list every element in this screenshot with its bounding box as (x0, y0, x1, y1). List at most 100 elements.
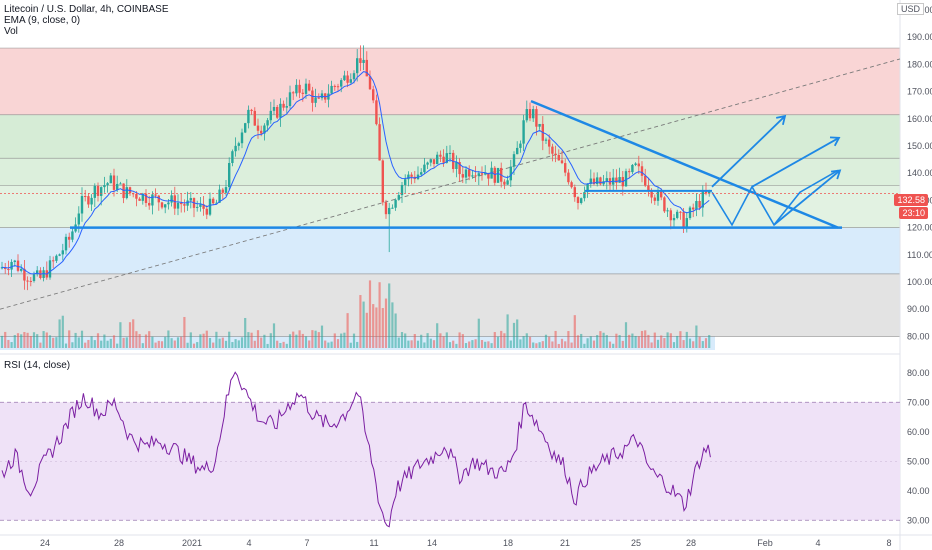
candle-body (692, 207, 695, 210)
volume-bar (260, 337, 263, 348)
volume-bar (327, 342, 330, 348)
candle-body (285, 106, 288, 108)
candle-body (695, 200, 698, 210)
volume-bar (496, 336, 500, 348)
volume-bar (413, 334, 416, 348)
volume-bar (221, 337, 224, 348)
fib-zone-4 (0, 227, 900, 274)
volume-bar (352, 333, 356, 348)
volume-bar (29, 336, 32, 348)
volume-bar (685, 331, 688, 348)
volume-bar (141, 343, 144, 348)
candle-body (637, 163, 640, 167)
candle-body (263, 125, 266, 134)
currency-label[interactable]: USD (896, 3, 924, 15)
fib-zone-2 (0, 158, 900, 186)
candle-body (487, 173, 490, 179)
volume-bar (477, 318, 480, 348)
time-tick-label: 11 (369, 538, 378, 548)
volume-bar (119, 322, 122, 348)
candle-body (407, 174, 410, 180)
candle-body (295, 84, 298, 94)
candle-body (167, 202, 170, 205)
volume-bar (349, 342, 352, 348)
volume-bar (333, 333, 336, 348)
candle-body (538, 123, 541, 127)
volume-bar (20, 334, 23, 348)
candle-body (548, 139, 551, 147)
volume-bar (500, 330, 503, 348)
candle-body (647, 185, 650, 191)
volume-bar (106, 340, 109, 348)
candle-body (250, 109, 253, 111)
volume-bar (560, 338, 564, 348)
volume-bar (263, 334, 266, 348)
candle-body (164, 204, 167, 208)
rsi-tick-label: 60.00 (907, 427, 930, 437)
candle-body (103, 185, 106, 188)
time-tick-label: 28 (114, 538, 124, 548)
volume-bar (93, 340, 96, 348)
volume-bar (144, 334, 148, 348)
dashed-trendline (0, 58, 901, 310)
candle-body (525, 109, 528, 121)
candle-body (420, 172, 423, 175)
candle-body (452, 152, 455, 169)
candle-body (240, 132, 244, 144)
time-tick-label: 21 (560, 538, 570, 548)
volume-bar (314, 330, 317, 348)
candle-body (292, 92, 295, 94)
candle-body (282, 103, 285, 108)
volume-bar (580, 333, 583, 348)
volume-bar (637, 336, 640, 348)
volume-bar (208, 337, 212, 348)
candle-body (26, 280, 29, 282)
volume-bar (586, 338, 589, 348)
time-tick-label: 8 (886, 538, 891, 548)
volume-bar (612, 343, 615, 348)
volume-bar (215, 331, 218, 348)
candle-body (509, 166, 512, 181)
volume-bar (0, 335, 4, 348)
candle-body (301, 92, 304, 94)
candle-body (477, 173, 480, 177)
candle-body (436, 154, 439, 165)
volume-bar (48, 335, 52, 348)
candle-body (592, 178, 596, 185)
candle-body (199, 204, 202, 207)
candle-body (87, 196, 90, 205)
price-tick-label: 100.00 (907, 277, 932, 287)
volume-bar (23, 332, 26, 348)
candle-body (260, 130, 263, 134)
candle-body (340, 80, 343, 87)
candle-body (464, 169, 468, 178)
volume-bar (647, 334, 650, 348)
volume-bar (87, 339, 90, 348)
volume-bar (506, 314, 509, 348)
candle-body (557, 154, 560, 161)
volume-legend[interactable]: Vol (4, 26, 18, 37)
candle-body (52, 260, 55, 262)
symbol-title[interactable]: Litecoin / U.S. Dollar, 4h, COINBASE (4, 4, 169, 15)
candle-body (330, 85, 333, 94)
candle-body (506, 180, 509, 185)
volume-bar (7, 339, 10, 348)
volume-bar (116, 343, 119, 348)
candle-body (336, 86, 340, 88)
candle-body (196, 206, 199, 208)
candle-body (583, 192, 586, 199)
candle-body (461, 174, 464, 178)
rsi-legend[interactable]: RSI (14, close) (4, 360, 71, 371)
candle-body (669, 210, 672, 221)
projection-arrow-2-head (829, 136, 841, 147)
candle-body (10, 261, 13, 270)
candle-body (372, 89, 375, 101)
volume-bar (96, 333, 100, 348)
price-tick-label: 120.00 (907, 223, 932, 233)
ema-legend[interactable]: EMA (9, close, 0) (4, 15, 81, 26)
candle-body (634, 163, 637, 165)
volume-bar (381, 308, 384, 348)
candle-body (279, 103, 282, 118)
